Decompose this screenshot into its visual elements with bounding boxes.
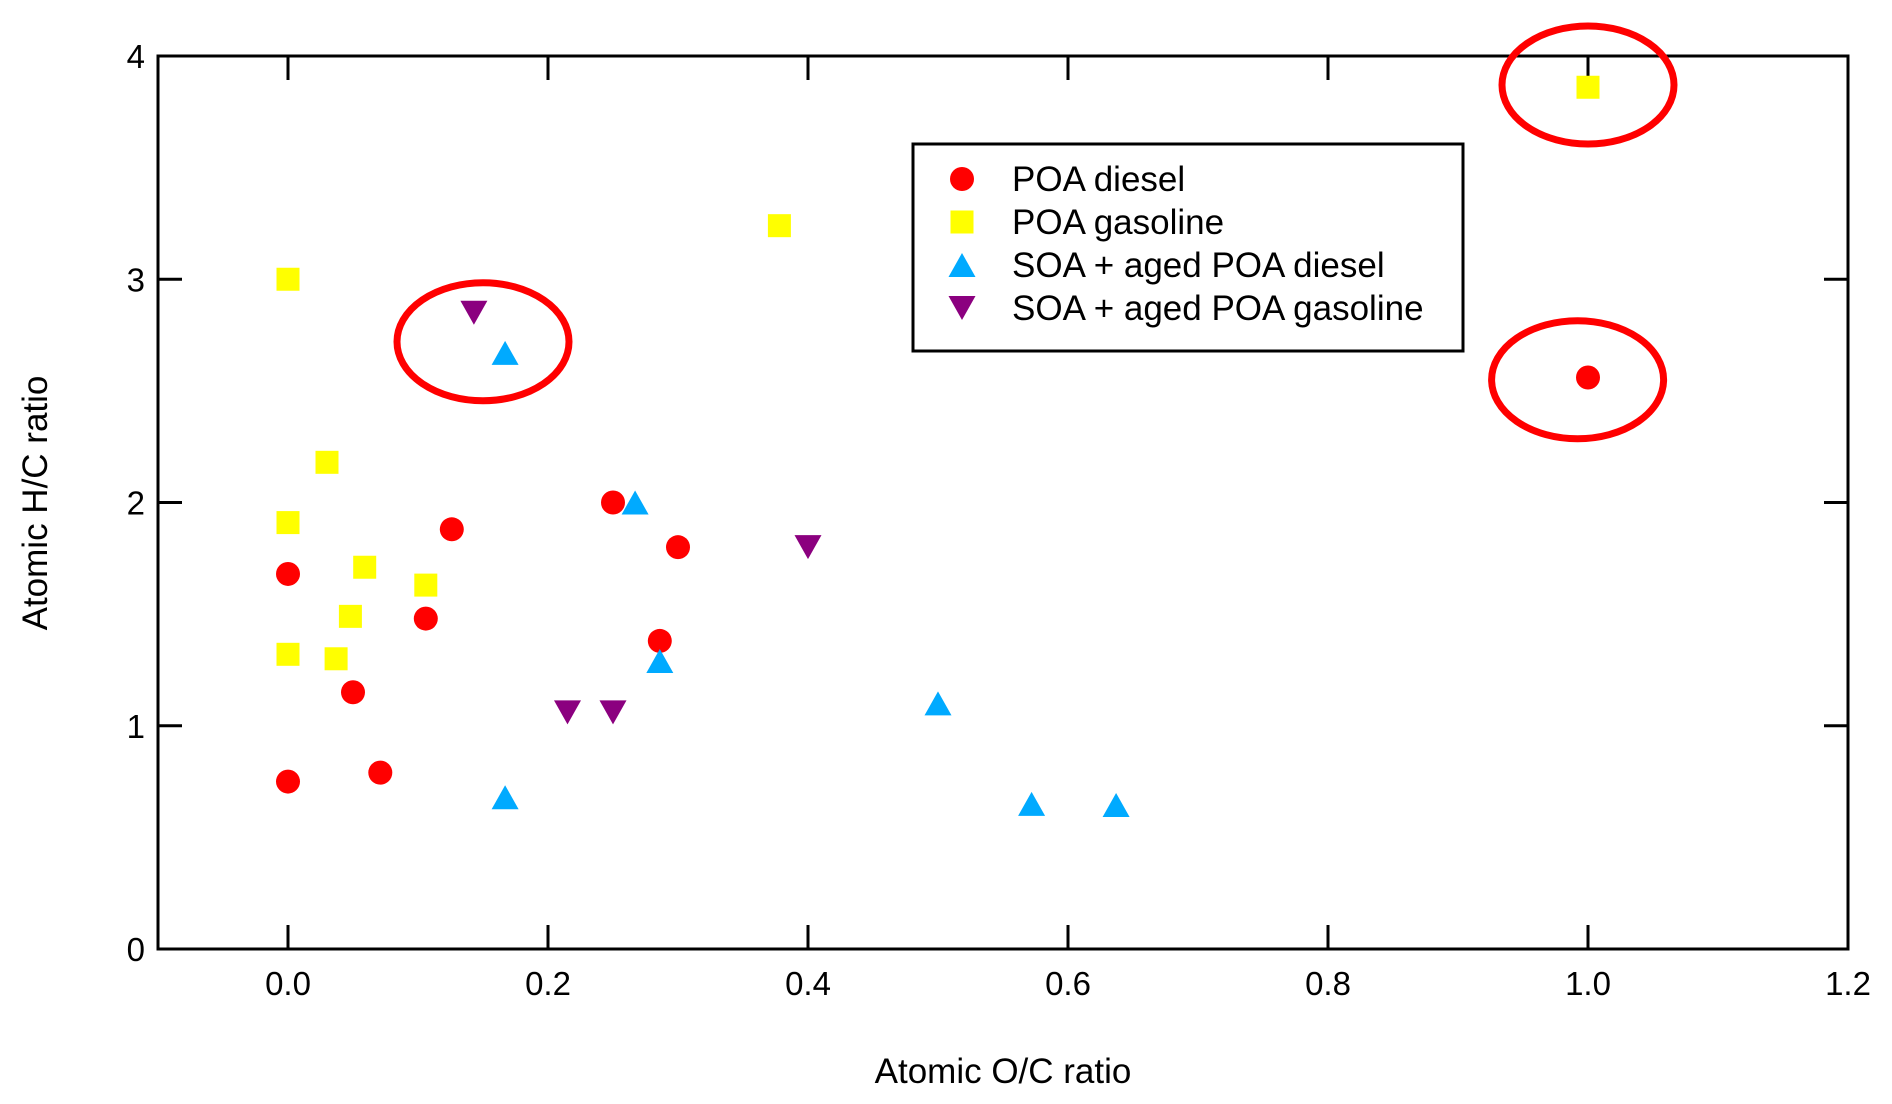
data-point-triangle-up [491, 785, 519, 810]
legend-item: SOA + aged POA diesel [948, 246, 1385, 285]
series-soa-aged-poa-gasoline [460, 300, 822, 725]
data-point-triangle-down [599, 700, 627, 725]
data-point-square [276, 642, 300, 666]
data-point-triangle-down [460, 300, 488, 325]
x-tick-label: 1.0 [1565, 965, 1611, 1002]
data-point-circle [647, 628, 672, 653]
x-tick-label: 0.8 [1305, 965, 1351, 1002]
data-point-square [338, 604, 362, 628]
x-tick-label: 0.6 [1045, 965, 1091, 1002]
data-point-square [315, 450, 339, 474]
x-axis-title: Atomic O/C ratio [875, 1052, 1132, 1091]
data-point-circle [413, 606, 438, 631]
data-point-triangle-up [646, 649, 674, 674]
data-point-triangle-up [491, 340, 519, 365]
series-poa-diesel [276, 365, 1600, 794]
legend-item: POA diesel [950, 160, 1185, 199]
legend-label: POA diesel [1012, 160, 1185, 199]
highlight-ellipse [1488, 317, 1668, 443]
data-markers [276, 75, 1600, 818]
data-point-triangle-down [794, 535, 822, 560]
legend-label: POA gasoline [1012, 203, 1224, 242]
data-point-triangle-up [1018, 791, 1046, 816]
legend-box [911, 142, 1465, 353]
data-point-square [353, 555, 377, 579]
legend-item: SOA + aged POA gasoline [948, 289, 1424, 328]
legend-marker-circle [950, 167, 974, 191]
legend-item: POA gasoline [950, 203, 1224, 242]
data-point-circle [276, 561, 300, 586]
y-tick-label: 1 [127, 708, 145, 745]
data-point-square [414, 573, 438, 597]
y-tick-label: 2 [127, 485, 145, 522]
x-tick-labels: 0.0 0.2 0.4 0.6 0.8 1.0 1.2 [265, 965, 1871, 1002]
highlight-annotations [393, 22, 1678, 443]
legend-marker-square [950, 210, 974, 234]
y-axis-title: Atomic H/C ratio [16, 376, 55, 631]
data-point-square [767, 214, 791, 238]
legend-label: SOA + aged POA gasoline [1012, 289, 1424, 328]
y-tick-label: 0 [127, 931, 145, 968]
data-point-circle [666, 535, 690, 560]
legend-label: SOA + aged POA diesel [1012, 246, 1385, 285]
x-tick-label: 0.2 [525, 965, 571, 1002]
x-tick-label: 0.4 [785, 965, 831, 1002]
data-point-circle [341, 680, 365, 705]
highlight-ellipse [393, 279, 573, 405]
data-point-triangle-up [621, 490, 649, 515]
legend-marker-triangle-up [948, 253, 976, 277]
data-point-square [1576, 75, 1600, 99]
x-tick-label: 0.0 [265, 965, 311, 1002]
y-tick-label: 3 [127, 261, 145, 298]
data-point-circle [276, 769, 300, 794]
axis-ticks [158, 56, 1848, 949]
data-point-circle [601, 490, 625, 515]
legend: POA diesel POA gasoline SOA + aged POA die… [911, 142, 1465, 353]
series-soa-aged-poa-diesel [491, 340, 1130, 818]
data-point-triangle-up [1102, 793, 1130, 818]
highlight-ellipse [1498, 22, 1678, 148]
data-point-circle [439, 517, 464, 542]
data-point-square [276, 267, 300, 291]
y-tick-label: 4 [127, 38, 145, 75]
data-point-triangle-down [554, 700, 581, 725]
data-point-triangle-up [924, 691, 952, 716]
series-poa-gasoline [276, 75, 1600, 671]
data-point-square [324, 647, 348, 671]
y-tick-labels: 0 1 2 3 4 [127, 38, 145, 968]
data-point-square [276, 511, 300, 535]
data-point-circle [1576, 365, 1600, 390]
data-point-circle [368, 760, 393, 785]
x-tick-label: 1.2 [1825, 965, 1871, 1002]
legend-marker-triangle-down [948, 296, 976, 320]
